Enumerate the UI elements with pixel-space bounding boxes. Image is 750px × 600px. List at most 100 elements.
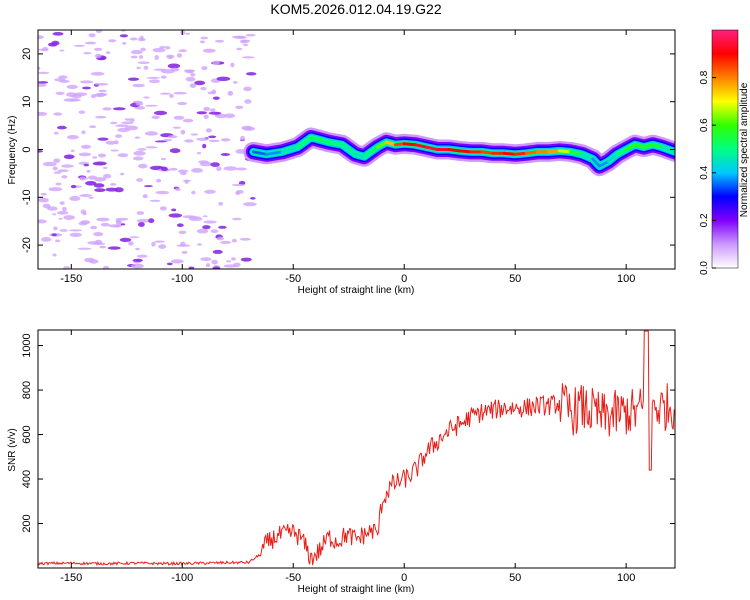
noise-speckle <box>86 169 91 173</box>
noise-speckle <box>205 263 211 268</box>
noise-speckle <box>178 49 188 53</box>
noise-speckle <box>90 94 96 99</box>
noise-speckle <box>154 55 159 60</box>
noise-speckle <box>210 108 216 113</box>
noise-speckle <box>92 161 107 166</box>
noise-speckle <box>140 47 146 52</box>
noise-speckle <box>167 63 181 69</box>
noise-speckle <box>77 247 92 250</box>
noise-speckle <box>48 187 63 192</box>
noise-speckle <box>117 127 130 133</box>
noise-speckle <box>73 92 88 96</box>
noise-speckle <box>210 162 220 168</box>
ridge-core-segment <box>265 150 284 156</box>
x-tick-label: -100 <box>171 273 193 285</box>
noise-speckle <box>95 92 108 97</box>
noise-speckle <box>53 112 62 116</box>
noise-speckle <box>38 150 44 153</box>
noise-speckle <box>127 77 140 81</box>
noise-speckle <box>165 46 171 50</box>
noise-speckle <box>51 233 57 237</box>
noise-speckle <box>212 249 223 254</box>
spectrogram-y-ticks: -20 -10 0 10 20 <box>21 48 675 253</box>
noise-speckle <box>190 133 199 136</box>
noise-speckle <box>121 121 134 125</box>
noise-speckle <box>235 167 247 171</box>
noise-speckle <box>240 135 246 141</box>
noise-speckle <box>148 218 155 224</box>
noise-speckle <box>160 157 166 161</box>
noise-speckle <box>188 69 194 74</box>
noise-speckle <box>176 53 183 58</box>
noise-speckle <box>119 34 128 38</box>
noise-speckle <box>182 118 194 123</box>
noise-speckle <box>115 134 123 138</box>
noise-speckle <box>175 187 181 191</box>
colorbar-tick-label: 0.2 <box>699 213 710 227</box>
ridge-core-segment <box>424 145 439 151</box>
noise-speckle <box>69 229 83 232</box>
ridge-core-segment <box>318 138 331 144</box>
noise-speckle <box>236 47 243 51</box>
noise-speckle <box>216 166 222 171</box>
noise-speckle <box>112 107 126 111</box>
noise-speckle <box>73 44 85 47</box>
noise-speckle <box>191 168 203 173</box>
noise-speckle <box>63 98 78 102</box>
noise-speckle <box>142 194 148 199</box>
noise-speckle <box>58 75 68 79</box>
noise-speckle <box>124 118 131 121</box>
noise-speckle <box>79 194 93 197</box>
spectrogram-y-label: Frequency (Hz) <box>7 116 18 185</box>
noise-speckle <box>80 220 91 225</box>
noise-speckle <box>199 161 212 167</box>
x-tick-label: -150 <box>60 273 82 285</box>
noise-speckle <box>196 151 202 155</box>
snr-y-ticks: 200 400 600 800 1000 <box>21 333 675 533</box>
noise-speckle <box>232 217 242 221</box>
noise-speckle <box>122 42 127 45</box>
noise-speckle <box>159 46 167 49</box>
noise-speckle <box>84 41 97 45</box>
noise-speckle <box>81 144 91 149</box>
noise-speckle <box>138 222 145 227</box>
noise-speckle <box>58 217 63 220</box>
noise-speckle <box>243 202 257 207</box>
noise-speckle <box>83 163 90 167</box>
noise-speckle <box>219 240 232 244</box>
noise-speckle <box>202 48 216 53</box>
ridge-core-segment <box>591 157 601 168</box>
noise-speckle <box>94 188 106 193</box>
noise-speckle <box>189 216 201 219</box>
noise-speckle <box>233 262 241 268</box>
ridge-core-segment <box>413 143 428 149</box>
noise-speckle <box>180 129 186 135</box>
noise-speckle <box>93 183 105 188</box>
noise-speckle <box>115 124 129 127</box>
noise-speckle <box>133 150 146 156</box>
noise-speckle <box>171 208 177 212</box>
noise-speckle <box>245 33 256 37</box>
ridge-core-segment <box>606 152 619 163</box>
noise-speckle <box>214 113 227 119</box>
noise-speckle <box>55 182 62 186</box>
noise-speckle <box>115 219 122 224</box>
x-tick-label: 0 <box>401 572 407 584</box>
x-tick-label: 50 <box>509 572 521 584</box>
noise-speckle <box>144 131 158 136</box>
x-tick-label: -100 <box>171 572 193 584</box>
noise-speckle <box>210 229 219 233</box>
noise-speckle <box>241 39 251 43</box>
noise-speckle <box>57 211 69 215</box>
noise-speckle <box>38 71 50 74</box>
ridge-core-segment <box>251 150 269 156</box>
noise-speckle <box>197 243 202 246</box>
noise-speckle <box>196 111 207 115</box>
noise-speckle <box>135 102 144 106</box>
snr-x-ticks: -150 -100 -50 0 50 100 <box>60 330 635 584</box>
noise-speckle <box>235 149 246 154</box>
noise-speckle <box>167 135 178 139</box>
noise-speckle <box>205 128 212 133</box>
noise-speckle <box>63 266 70 269</box>
noise-speckle <box>218 225 227 229</box>
